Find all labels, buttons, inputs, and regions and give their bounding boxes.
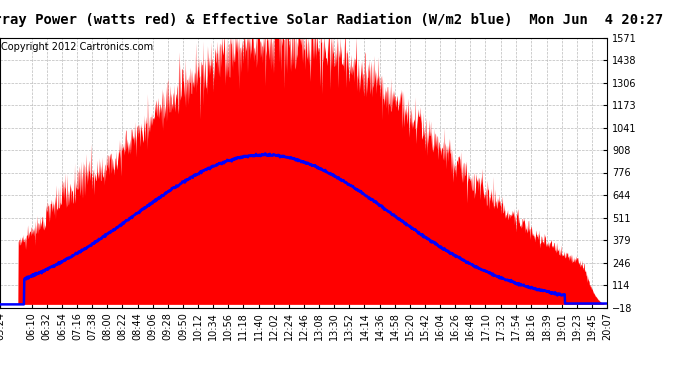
- Text: Copyright 2012 Cartronics.com: Copyright 2012 Cartronics.com: [1, 42, 153, 51]
- Text: West Array Power (watts red) & Effective Solar Radiation (W/m2 blue)  Mon Jun  4: West Array Power (watts red) & Effective…: [0, 13, 664, 27]
